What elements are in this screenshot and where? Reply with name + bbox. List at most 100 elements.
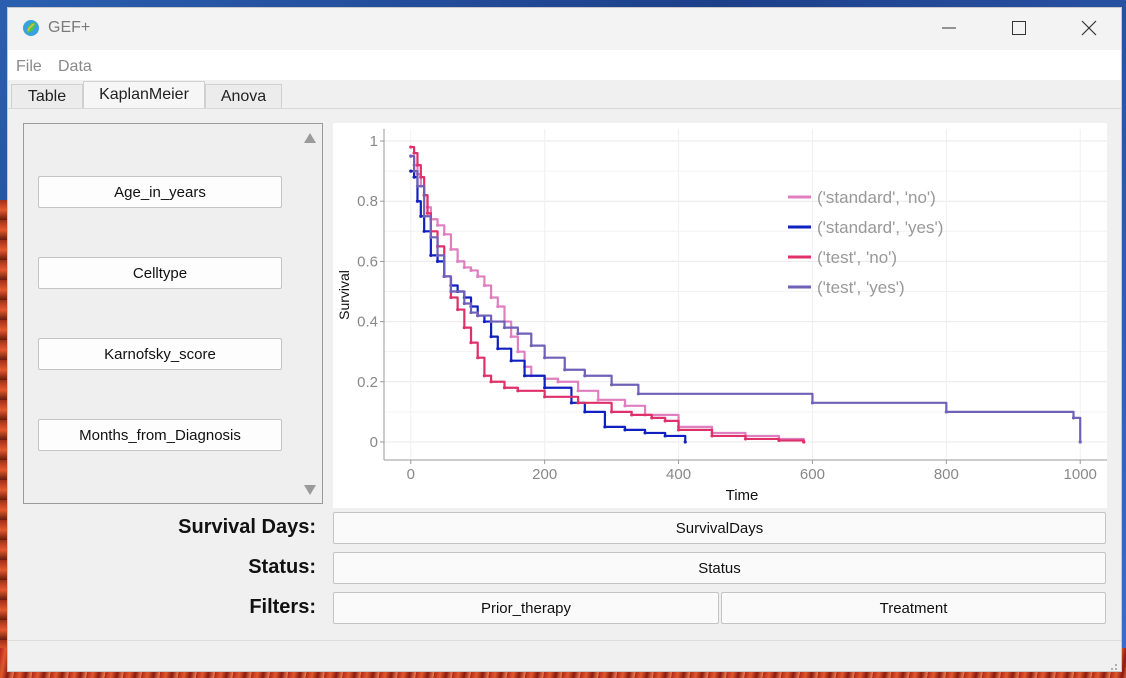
series-point-2 — [449, 295, 453, 300]
scroll-down-icon[interactable] — [304, 485, 316, 495]
series-point-2 — [650, 416, 654, 420]
variable-button-celltype[interactable]: Celltype — [38, 257, 282, 289]
tab-kaplanmeier[interactable]: KaplanMeier — [83, 81, 205, 108]
series-point-2 — [462, 326, 466, 330]
series-point-2 — [482, 374, 487, 378]
series-point-3 — [442, 274, 446, 279]
survival-days-field[interactable]: SurvivalDays — [333, 512, 1106, 544]
series-point-3 — [415, 184, 420, 188]
series-point-3 — [810, 401, 815, 405]
series-point-3 — [583, 374, 587, 378]
close-button[interactable] — [1066, 8, 1112, 48]
scroll-up-icon[interactable] — [304, 133, 316, 143]
series-point-3 — [489, 319, 493, 324]
variable-button-months[interactable]: Months_from_Diagnosis — [38, 419, 282, 451]
x-tick-label: 400 — [666, 466, 691, 483]
maximize-button[interactable] — [996, 8, 1042, 48]
series-point-2 — [425, 211, 430, 215]
series-point-1 — [496, 347, 500, 351]
series-point-1 — [509, 359, 513, 363]
series-point-1 — [623, 428, 627, 432]
series-point-0 — [496, 304, 500, 309]
minimize-icon — [942, 27, 956, 29]
maximize-icon — [1012, 21, 1026, 35]
series-point-1 — [422, 229, 426, 233]
series-point-0 — [476, 274, 480, 279]
series-point-0 — [516, 350, 520, 354]
kaplan-meier-chart-area: 0 0.2 0.4 0.6 0.8 1 0 200 400 600 800 1000 ('standa… — [333, 123, 1107, 508]
legend-label-1: ('standard', 'yes') — [817, 218, 943, 237]
series-point-2 — [502, 386, 507, 390]
filter-treatment[interactable]: Treatment — [721, 592, 1106, 624]
series-point-2 — [419, 175, 423, 179]
series-point-3 — [435, 253, 440, 257]
resize-grip-icon[interactable] — [1108, 661, 1118, 671]
legend-label-0: ('standard', 'no') — [817, 188, 936, 207]
series-point-1 — [412, 175, 416, 179]
series-point-2 — [489, 380, 493, 384]
series-point-2 — [516, 389, 520, 393]
series-point-2 — [777, 438, 781, 443]
kaplan-meier-chart: 0 0.2 0.4 0.6 0.8 1 0 200 400 600 800 1000 ('standa… — [336, 129, 1107, 504]
window-title: GEF+ — [48, 19, 91, 36]
series-point-2 — [630, 413, 634, 417]
series-point-3 — [412, 169, 416, 173]
series-point-1 — [409, 169, 413, 173]
series-point-2 — [663, 419, 667, 423]
legend-label-2: ('test', 'no') — [817, 248, 897, 267]
series-point-0 — [435, 223, 440, 227]
series-point-0 — [576, 389, 580, 393]
app-window: GEF+ File Data Table KaplanMeier Anova A… — [7, 7, 1122, 672]
series-point-2 — [676, 428, 681, 432]
filter-prior-therapy[interactable]: Prior_therapy — [333, 592, 719, 624]
series-line-1 — [410, 170, 687, 442]
tab-anova[interactable]: Anova — [205, 84, 282, 108]
title-bar: GEF+ — [8, 8, 1121, 50]
series-point-0 — [469, 268, 473, 273]
variable-list-scrollbar[interactable] — [298, 124, 322, 503]
x-axis-label: Time — [726, 487, 759, 504]
series-point-1 — [482, 319, 487, 324]
series-point-2 — [610, 410, 614, 414]
series-point-1 — [429, 253, 433, 257]
series-point-1 — [569, 401, 574, 405]
series-point-3 — [469, 310, 473, 315]
variable-list-panel: Age_in_years Celltype Karnofsky_score Mo… — [23, 123, 323, 504]
series-point-2 — [710, 434, 714, 438]
series-point-3 — [462, 301, 466, 306]
survival-days-label: Survival Days: — [178, 516, 316, 538]
series-point-2 — [576, 401, 580, 405]
legend-label-3: ('test', 'yes') — [817, 278, 905, 297]
series-point-3 — [1071, 416, 1076, 420]
series-point-0 — [456, 259, 460, 263]
y-axis-label: Survival — [336, 270, 352, 320]
series-point-0 — [556, 380, 560, 384]
series-point-3 — [1078, 440, 1082, 444]
series-point-1 — [583, 410, 587, 414]
menu-file[interactable]: File — [16, 58, 42, 75]
series-point-0 — [509, 335, 513, 339]
status-label: Status: — [248, 556, 316, 578]
series-line-3 — [410, 154, 1082, 442]
series-point-1 — [683, 440, 687, 444]
y-tick-label: 0.4 — [357, 314, 378, 331]
series-point-0 — [449, 247, 453, 251]
variable-button-age[interactable]: Age_in_years — [38, 176, 282, 208]
y-tick-label: 0.2 — [357, 374, 378, 391]
series-point-3 — [636, 392, 640, 396]
y-tick-label: 1 — [370, 133, 378, 150]
minimize-button[interactable] — [926, 8, 972, 48]
variable-button-karnofsky[interactable]: Karnofsky_score — [38, 338, 282, 370]
series-point-0 — [489, 295, 493, 300]
series-point-3 — [516, 332, 520, 336]
series-point-1 — [419, 214, 423, 218]
series-point-1 — [543, 386, 547, 390]
tab-table[interactable]: Table — [11, 84, 83, 108]
menu-data[interactable]: Data — [58, 58, 92, 75]
status-field[interactable]: Status — [333, 552, 1106, 584]
status-bar — [8, 640, 1121, 671]
series-point-2 — [469, 341, 473, 345]
series-point-1 — [489, 335, 493, 339]
series-point-3 — [502, 326, 507, 330]
series-point-0 — [442, 232, 446, 236]
